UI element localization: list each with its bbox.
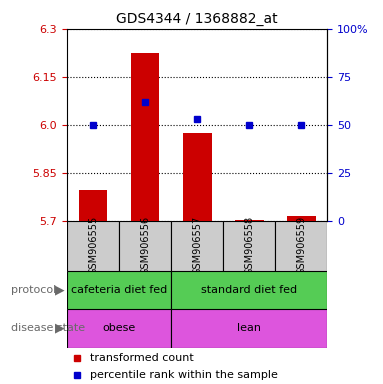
Bar: [275, 221, 327, 271]
Text: standard diet fed: standard diet fed: [201, 285, 297, 295]
Text: GSM906559: GSM906559: [296, 216, 306, 275]
Bar: [131, 53, 159, 221]
Bar: [67, 221, 119, 271]
Bar: [67, 271, 171, 309]
Bar: [67, 309, 171, 348]
Bar: [171, 271, 327, 309]
Text: obese: obese: [103, 323, 136, 333]
Text: GSM906555: GSM906555: [88, 216, 98, 275]
Bar: [183, 133, 211, 221]
Bar: [119, 221, 171, 271]
Text: percentile rank within the sample: percentile rank within the sample: [90, 370, 278, 380]
Text: GSM906557: GSM906557: [192, 216, 202, 275]
Text: protocol: protocol: [11, 285, 57, 295]
Bar: [287, 216, 316, 221]
Bar: [171, 221, 223, 271]
Text: lean: lean: [237, 323, 261, 333]
Text: ▶: ▶: [54, 322, 64, 335]
Text: disease state: disease state: [11, 323, 86, 333]
Bar: [171, 309, 327, 348]
Bar: [235, 220, 264, 221]
Text: GSM906556: GSM906556: [140, 216, 150, 275]
Text: ▶: ▶: [54, 283, 64, 296]
Bar: [223, 221, 275, 271]
Bar: [79, 190, 107, 221]
Text: GSM906558: GSM906558: [244, 216, 254, 275]
Text: transformed count: transformed count: [90, 353, 194, 363]
Title: GDS4344 / 1368882_at: GDS4344 / 1368882_at: [116, 12, 278, 26]
Text: cafeteria diet fed: cafeteria diet fed: [71, 285, 167, 295]
